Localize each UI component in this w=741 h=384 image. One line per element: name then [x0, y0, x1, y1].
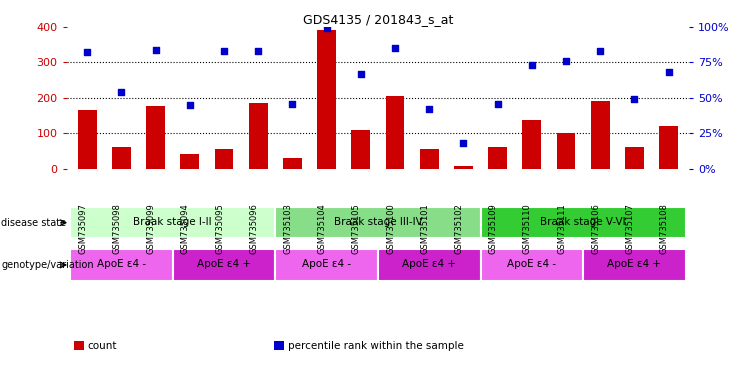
Bar [173, 250, 276, 280]
Text: ApoE ε4 +: ApoE ε4 + [197, 259, 251, 269]
Text: GSM735105: GSM735105 [352, 204, 361, 254]
Text: GSM735097: GSM735097 [79, 204, 87, 254]
Bar [480, 250, 583, 280]
Bar [276, 250, 378, 280]
Text: GSM735100: GSM735100 [386, 204, 395, 254]
Point [287, 101, 299, 107]
Point [457, 140, 469, 146]
Bar [420, 149, 439, 169]
Point [116, 89, 127, 95]
Point [492, 101, 504, 107]
Text: ApoE ε4 +: ApoE ε4 + [608, 259, 662, 269]
Bar [556, 133, 576, 169]
Bar [385, 96, 405, 169]
Text: GSM735096: GSM735096 [249, 204, 258, 254]
Text: GSM735108: GSM735108 [659, 204, 668, 254]
Text: genotype/variation: genotype/variation [1, 260, 94, 270]
Text: GSM735098: GSM735098 [113, 204, 122, 254]
Bar [249, 103, 268, 169]
Text: Braak stage III-IV: Braak stage III-IV [333, 217, 422, 227]
Point [560, 58, 572, 64]
Text: Braak stage V-VI: Braak stage V-VI [540, 217, 626, 227]
Bar [215, 149, 233, 169]
Text: ApoE ε4 -: ApoE ε4 - [508, 259, 556, 269]
Bar [283, 158, 302, 169]
Text: GSM735095: GSM735095 [215, 204, 224, 254]
Bar [146, 106, 165, 169]
Point [321, 25, 333, 31]
Bar [317, 30, 336, 169]
Point [594, 48, 606, 54]
Point [218, 48, 230, 54]
Point [150, 46, 162, 53]
Text: ApoE ε4 -: ApoE ε4 - [97, 259, 146, 269]
Bar [591, 101, 610, 169]
Bar [659, 126, 678, 169]
Text: GSM735099: GSM735099 [147, 204, 156, 254]
Text: GSM735104: GSM735104 [318, 204, 327, 254]
Point [389, 45, 401, 51]
Text: GSM735106: GSM735106 [591, 204, 600, 254]
Text: Braak stage I-II: Braak stage I-II [133, 217, 212, 227]
Bar [583, 250, 685, 280]
Bar [378, 250, 480, 280]
Text: GSM735094: GSM735094 [181, 204, 190, 254]
Text: GSM735111: GSM735111 [557, 204, 566, 254]
Point [82, 50, 93, 56]
Text: GSM735102: GSM735102 [454, 204, 463, 254]
Bar [276, 207, 480, 238]
Text: GSM735103: GSM735103 [283, 204, 293, 254]
Point [252, 48, 264, 54]
Bar [522, 120, 541, 169]
Text: GSM735109: GSM735109 [488, 204, 498, 254]
Bar [351, 130, 370, 169]
Text: GSM735110: GSM735110 [523, 204, 532, 254]
Point [526, 62, 538, 68]
Point [355, 71, 367, 77]
Bar [70, 207, 276, 238]
Bar [78, 110, 96, 169]
Text: GSM735101: GSM735101 [420, 204, 429, 254]
Bar [112, 147, 131, 169]
Text: ApoE ε4 +: ApoE ε4 + [402, 259, 456, 269]
Title: GDS4135 / 201843_s_at: GDS4135 / 201843_s_at [303, 13, 453, 26]
Text: percentile rank within the sample: percentile rank within the sample [288, 341, 463, 351]
Bar [625, 147, 644, 169]
Text: disease state: disease state [1, 218, 67, 228]
Bar [488, 147, 507, 169]
Bar [480, 207, 685, 238]
Point [628, 96, 640, 103]
Bar [454, 166, 473, 169]
Point [423, 106, 435, 113]
Text: count: count [87, 341, 117, 351]
Point [662, 69, 674, 75]
Bar [180, 154, 199, 169]
Point [184, 102, 196, 108]
Text: GSM735107: GSM735107 [625, 204, 634, 254]
Text: ApoE ε4 -: ApoE ε4 - [302, 259, 351, 269]
Bar [70, 250, 173, 280]
